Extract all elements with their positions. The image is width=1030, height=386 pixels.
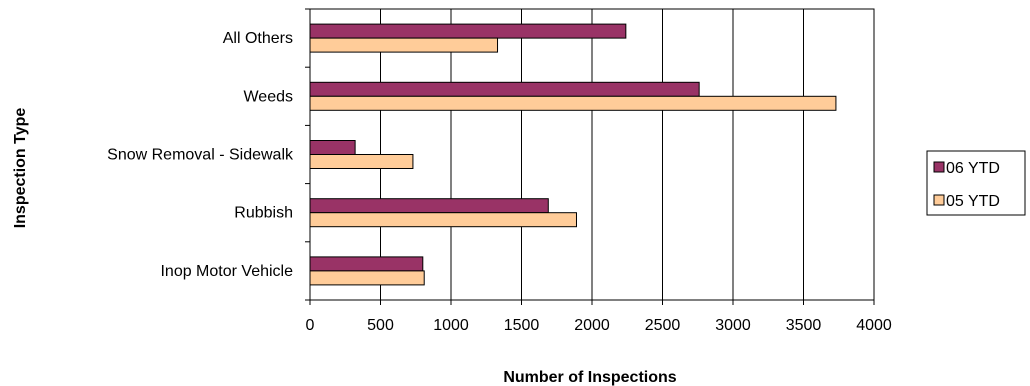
category-label: Weeds xyxy=(243,88,293,105)
legend: 06 YTD 05 YTD xyxy=(926,150,1026,216)
legend-label-06-ytd: 06 YTD xyxy=(946,160,1000,177)
bar-06-ytd xyxy=(309,23,627,39)
bars xyxy=(309,23,837,286)
legend-swatch-05-ytd xyxy=(933,194,945,206)
bar-05-ytd xyxy=(309,95,837,111)
category-labels: All Others Weeds Snow Removal - Sidewalk Ru… xyxy=(107,30,294,280)
bar-05-ytd xyxy=(309,154,414,169)
x-tick-label: 1500 xyxy=(504,317,540,334)
grid-lines xyxy=(305,8,875,305)
x-tick-label: 500 xyxy=(367,317,394,334)
bar-06-ytd xyxy=(309,140,356,155)
bar-05-ytd xyxy=(309,212,577,228)
x-tick-label: 1000 xyxy=(433,317,469,334)
category-label: Snow Removal - Sidewalk xyxy=(107,147,294,164)
category-label: All Others xyxy=(223,30,293,47)
category-label: Rubbish xyxy=(234,205,293,222)
bar-06-ytd xyxy=(309,198,549,214)
plot-area-frame xyxy=(309,8,875,301)
x-tick-label: 3000 xyxy=(715,317,751,334)
bar-06-ytd xyxy=(309,81,700,97)
bar-05-ytd xyxy=(309,37,499,53)
x-tick-labels: 0 500 1000 1500 2000 2500 3000 3500 4000 xyxy=(306,317,892,334)
x-tick-label: 2000 xyxy=(574,317,610,334)
x-tick-label: 4000 xyxy=(856,317,892,334)
x-axis-title: Number of Inspections xyxy=(503,369,676,386)
y-axis-title: Inspection Type xyxy=(12,108,29,229)
legend-label-05-ytd: 05 YTD xyxy=(946,193,1000,210)
x-tick-label: 3500 xyxy=(786,317,822,334)
x-tick-label: 0 xyxy=(306,317,315,334)
x-tick-label: 2500 xyxy=(645,317,681,334)
category-label: Inop Motor Vehicle xyxy=(160,263,293,280)
legend-swatch-06-ytd xyxy=(933,161,945,173)
bar-05-ytd xyxy=(309,270,425,286)
bar-06-ytd xyxy=(309,256,424,272)
